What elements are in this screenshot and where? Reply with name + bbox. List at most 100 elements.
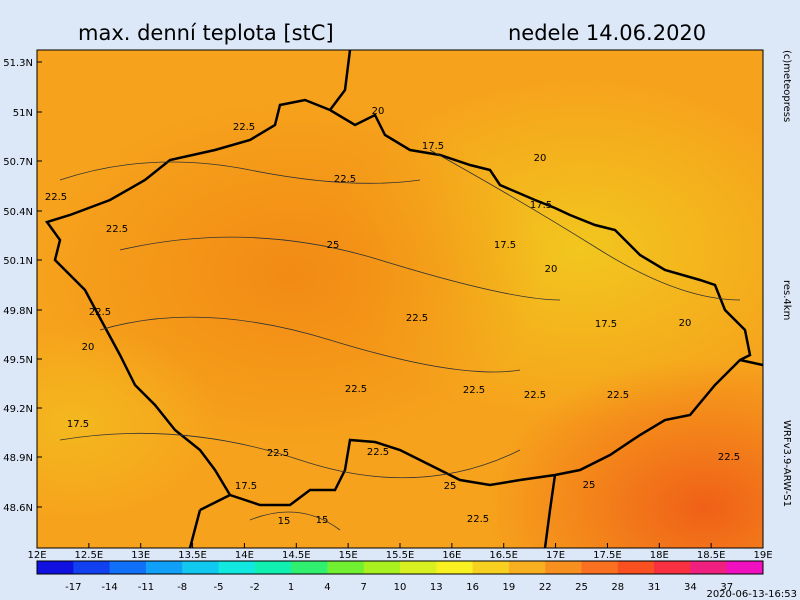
contour-label: 22.5 [45,192,67,203]
colorbar-label: 28 [611,582,624,593]
lon-label: 12E [27,550,46,561]
colorbar-label: 19 [503,582,516,593]
map-area [36,49,764,549]
colorbar-swatch [617,561,655,574]
colorbar-frame [36,560,764,575]
contour-label: 22.5 [334,174,356,185]
colorbar-swatch [545,561,582,574]
contour-label: 20 [82,342,95,353]
colorbar-swatch [726,561,764,574]
contour-label: 20 [545,264,558,275]
colorbar-swatch [182,561,219,574]
colorbar-label: -8 [177,582,187,593]
contour-label: 17.5 [422,141,444,152]
contour-label: 25 [444,481,457,492]
lon-label: 17.5E [593,550,622,561]
lat-label: 49.5N [3,355,33,366]
neighbor-border [188,49,764,549]
colorbar-label: 37 [720,582,733,593]
colorbar-swatch [472,561,510,574]
colorbar-swatch [654,561,691,574]
lon-label: 13.5E [178,550,207,561]
colorbar-swatch [327,561,365,574]
colorbar-label: -2 [250,582,260,593]
lon-label: 14.5E [282,550,311,561]
contour-label: 22.5 [106,224,128,235]
model: WRFv3.9-ARW-S1 [781,420,792,507]
colorbar-swatch [508,561,546,574]
contour-label: 22.5 [524,390,546,401]
contour-label: 25 [583,480,596,491]
contour-label: 25 [327,240,340,251]
lon-label: 12.5E [75,550,104,561]
colorbar-label: -5 [214,582,224,593]
colorbar-swatch [254,561,292,574]
lon-label: 18E [650,550,669,561]
colorbar-label: 25 [575,582,588,593]
contour-lines [59,149,741,531]
colorbar-label: 16 [466,582,479,593]
lat-label: 51N [13,108,33,119]
colorbar-label: -11 [138,582,154,593]
contour-labels: 22.5 20 17.5 20 22.5 22.5 17.5 22.5 25 17.5 20 17.5… [45,106,740,527]
colorbar-swatch [581,561,619,574]
contour-label: 22.5 [367,447,389,458]
colorbar-swatch [109,561,147,574]
lat-label: 50.7N [3,157,33,168]
colorbar-label: 10 [394,582,407,593]
colorbar-swatch [73,561,111,574]
contour-label: 17.5 [530,200,552,211]
lat-label: 48.6N [3,503,33,514]
contour-label: 22.5 [406,313,428,324]
contour-label: 17.5 [494,240,516,251]
lon-label: 15E [339,550,358,561]
colorbar-label: -14 [101,582,117,593]
contour-label: 22.5 [233,122,255,133]
contour-label: 22.5 [267,448,289,459]
contour-label: 17.5 [67,419,89,430]
lat-label: 50.1N [3,256,33,267]
colorbar-swatch [291,561,328,574]
credit: (c)meteopress [781,50,792,122]
timestamp: 2020-06-13-16:53 [706,589,797,600]
contour-label: 22.5 [718,452,740,463]
contour-label: 22.5 [467,514,489,525]
colorbar-label: 34 [684,582,697,593]
colorbar-label: 31 [648,582,661,593]
contour-label: 15 [278,516,291,527]
contour-label: 17.5 [595,319,617,330]
map-title: max. denní teplota [stC] [78,21,334,45]
lon-label: 16E [442,550,461,561]
contour-label: 20 [372,106,385,117]
colorbar-label: 22 [539,582,552,593]
lon-label: 13E [131,550,150,561]
colorbar-swatch [37,561,74,574]
lat-label: 50.4N [3,207,33,218]
lon-label: 15.5E [386,550,415,561]
contour-label: 17.5 [235,481,257,492]
colorbar-swatch [690,561,728,574]
contour-label: 20 [679,318,692,329]
axes: 51.3N 51N 50.7N 50.4N 50.1N 49.8N 49.5N 49.2N 48… [3,58,772,561]
lon-label: 18.5E [697,550,726,561]
contour-label: 22.5 [345,384,367,395]
lon-label: 16.5E [489,550,518,561]
colorbar-swatch [436,561,474,574]
colorbar-swatch [400,561,437,574]
map-date: nedele 14.06.2020 [508,21,706,45]
lat-label: 51.3N [3,58,33,69]
contour-label: 20 [534,153,547,164]
lon-label: 19E [753,550,772,561]
lat-label: 48.9N [3,453,33,464]
contour-label: 22.5 [607,390,629,401]
colorbar-swatch [218,561,256,574]
colorbar-label: 1 [288,582,294,593]
contour-label: 22.5 [463,385,485,396]
lon-label: 17E [546,550,565,561]
country-border [44,98,752,507]
colorbar-swatch [363,561,401,574]
colorbar-swatch [145,561,183,574]
colorbar: -17 -14 -11 -8 -5 -2 1 4 7 10 13 16 19 22 25 28 31 34 37 [36,560,764,593]
contour-label: 15 [316,515,329,526]
